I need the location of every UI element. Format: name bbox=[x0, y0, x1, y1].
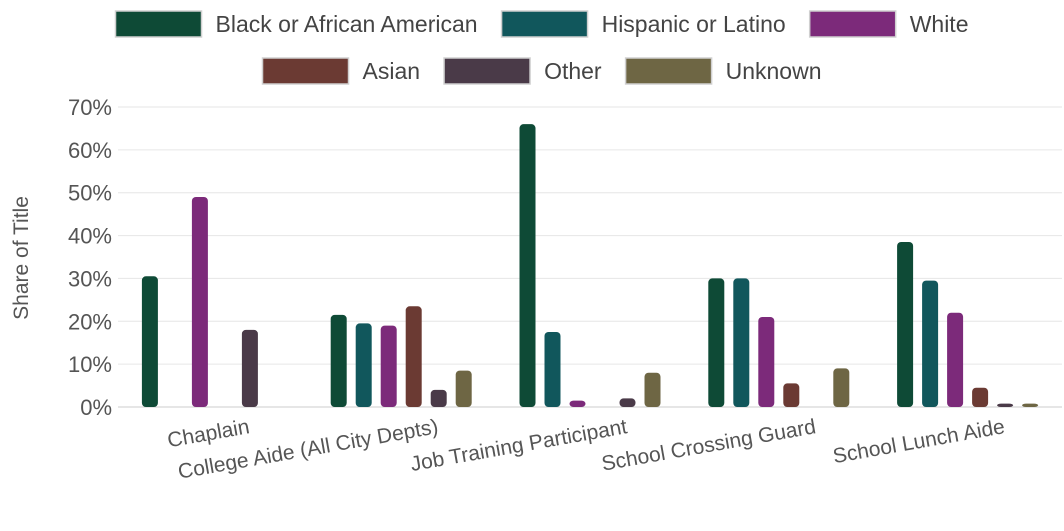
bar-asian[interactable] bbox=[972, 387, 989, 407]
y-tick-label: 50% bbox=[68, 181, 112, 206]
legend-swatch bbox=[261, 57, 350, 85]
bar-other[interactable] bbox=[430, 389, 447, 407]
bar-black-or-african-american[interactable] bbox=[708, 278, 725, 407]
bar-black-or-african-american[interactable] bbox=[141, 276, 158, 407]
y-tick-label: 20% bbox=[68, 309, 112, 334]
bar-hispanic-or-latino[interactable] bbox=[733, 278, 750, 407]
legend-item[interactable]: Unknown bbox=[624, 57, 822, 85]
bar-white[interactable] bbox=[947, 312, 964, 407]
x-tick-label: School Crossing Guard bbox=[600, 415, 818, 475]
legend-item[interactable]: Other bbox=[443, 57, 602, 85]
bar-black-or-african-american[interactable] bbox=[519, 124, 536, 408]
legend-label: Unknown bbox=[726, 58, 822, 84]
gridlines bbox=[118, 106, 1062, 408]
bar-other[interactable] bbox=[619, 398, 636, 407]
x-tick-label: School Lunch Aide bbox=[831, 415, 1006, 468]
bar-black-or-african-american[interactable] bbox=[330, 314, 347, 407]
legend-label: White bbox=[910, 11, 969, 37]
legend-swatch bbox=[443, 57, 531, 85]
bar-hispanic-or-latino[interactable] bbox=[544, 332, 561, 407]
bar-other[interactable] bbox=[241, 329, 258, 407]
legend-label: Other bbox=[544, 58, 602, 84]
y-tick-label: 0% bbox=[80, 395, 112, 420]
y-tick-label: 40% bbox=[68, 224, 112, 249]
bar-hispanic-or-latino[interactable] bbox=[355, 323, 372, 407]
x-tick-label: Job Training Participant bbox=[409, 415, 629, 476]
legend[interactable]: Black or African American Hispanic or Lat… bbox=[114, 10, 969, 85]
legend-item[interactable]: White bbox=[808, 10, 969, 38]
x-tick-label: Chaplain bbox=[166, 415, 252, 452]
bar-unknown[interactable] bbox=[1022, 403, 1039, 407]
bar-white[interactable] bbox=[191, 197, 208, 407]
y-axis: 0% 10% 20% 30% 40% 50% 60% 70% bbox=[68, 95, 112, 420]
y-tick-label: 10% bbox=[68, 352, 112, 377]
bars bbox=[141, 124, 1039, 408]
bar-other[interactable] bbox=[997, 403, 1014, 407]
bar-unknown[interactable] bbox=[455, 370, 472, 407]
bar-white[interactable] bbox=[758, 317, 775, 407]
bar-unknown[interactable] bbox=[833, 368, 850, 407]
bar-white[interactable] bbox=[380, 325, 397, 407]
legend-label: Asian bbox=[363, 58, 421, 84]
bar-black-or-african-american[interactable] bbox=[897, 242, 914, 407]
legend-swatch bbox=[624, 57, 713, 85]
bar-asian[interactable] bbox=[783, 383, 800, 407]
legend-item[interactable]: Asian bbox=[261, 57, 421, 85]
bar-white[interactable] bbox=[569, 400, 586, 407]
y-tick-label: 60% bbox=[68, 138, 112, 163]
bar-unknown[interactable] bbox=[644, 372, 661, 407]
legend-item[interactable]: Black or African American bbox=[114, 10, 478, 38]
legend-swatch bbox=[500, 10, 589, 38]
y-axis-title: Share of Title bbox=[10, 196, 33, 320]
bar-hispanic-or-latino[interactable] bbox=[922, 280, 939, 407]
legend-label: Black or African American bbox=[216, 11, 478, 37]
y-tick-label: 30% bbox=[68, 266, 112, 291]
legend-swatch bbox=[114, 10, 203, 38]
legend-item[interactable]: Hispanic or Latino bbox=[500, 10, 786, 38]
bar-asian[interactable] bbox=[405, 306, 422, 407]
legend-swatch bbox=[808, 10, 897, 38]
y-tick-label: 70% bbox=[68, 95, 112, 120]
legend-label: Hispanic or Latino bbox=[602, 11, 786, 37]
